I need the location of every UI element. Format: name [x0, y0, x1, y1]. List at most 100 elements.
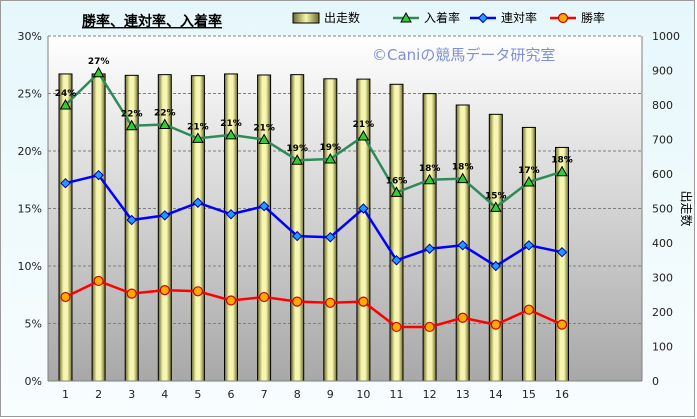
data-label-入着率-2: 27% [88, 57, 110, 67]
legend-label-入着率: 入着率 [424, 10, 460, 25]
x-tick-label: 5 [194, 388, 201, 401]
marker-勝率-2 [93, 275, 104, 287]
marker-勝率-11 [391, 321, 402, 333]
y-right-tick-label: 300 [652, 272, 673, 285]
x-tick-label: 9 [327, 388, 334, 401]
marker-連対率-15 [523, 240, 535, 251]
x-tick-label: 7 [261, 388, 268, 401]
marker-入着率-6 [225, 128, 237, 140]
x-tick-label: 3 [128, 388, 135, 401]
line-連対率 [65, 173, 563, 268]
y-right-tick-label: 900 [652, 65, 673, 78]
line-入着率 [64, 70, 563, 209]
bar-starts-11 [389, 83, 404, 382]
data-label-入着率-16: 18% [551, 156, 573, 166]
watermark: ©Caniの競馬データ研究室 [372, 46, 555, 64]
y-right-tick-label: 200 [652, 306, 673, 319]
data-label-入着率-7: 21% [253, 124, 275, 134]
marker-入着率-10 [357, 130, 370, 141]
marker-連対率-16 [556, 246, 568, 258]
marker-入着率-5 [192, 132, 204, 143]
marker-連対率-9 [325, 232, 336, 243]
marker-勝率-12 [424, 321, 435, 333]
marker-連対率-11 [391, 255, 402, 266]
bar-starts-7 [257, 74, 272, 382]
x-tick-label: 1 [62, 388, 69, 401]
marker-連対率-14 [490, 260, 502, 272]
marker-勝率-5 [192, 286, 203, 297]
bar-starts-9 [323, 78, 338, 382]
legend-marker-入着率 [400, 11, 412, 23]
marker-入着率-16 [556, 165, 568, 177]
marker-入着率-14 [489, 201, 502, 212]
data-label-入着率-11: 16% [386, 176, 408, 186]
marker-勝率-9 [325, 297, 336, 308]
y-left-tick-label: 25% [18, 88, 42, 101]
data-label-入着率-12: 18% [419, 164, 441, 174]
marker-連対率-12 [424, 243, 435, 254]
legend-marker-連対率 [477, 12, 489, 24]
y-left-tick-label: 20% [18, 145, 42, 158]
y-left-tick-label: 10% [18, 260, 42, 273]
y-right-tick-label: 1000 [652, 30, 680, 43]
legend: 出走数 入着率 連対率 勝率 [292, 10, 605, 25]
bar-starts-16 [555, 146, 569, 382]
y-right-tick-label: 800 [652, 99, 673, 112]
data-label-入着率-8: 19% [286, 144, 308, 154]
x-tick-label: 6 [228, 388, 235, 401]
marker-入着率-12 [423, 173, 436, 185]
marker-連対率-10 [358, 203, 369, 214]
marker-勝率-14 [490, 319, 501, 330]
marker-勝率-3 [126, 288, 137, 299]
data-label-入着率-10: 21% [353, 120, 375, 130]
x-tick-label: 15 [522, 388, 536, 401]
marker-入着率-4 [158, 118, 171, 130]
marker-連対率-1 [60, 177, 71, 189]
y-right-tick-label: 500 [652, 203, 673, 216]
marker-入着率-2 [92, 66, 105, 78]
line-series: 24% 27% 22% 22% 21% 21% 21% 19% 19% 21% 16% 18% 18% 1… [55, 57, 573, 333]
y-left-tick-label: 15% [18, 203, 42, 216]
marker-勝率-16 [556, 319, 568, 330]
marker-勝率-15 [523, 304, 535, 315]
marker-勝率-8 [292, 296, 303, 307]
bar-starts-8 [290, 74, 305, 382]
data-label-入着率-5: 21% [187, 122, 209, 132]
data-label-入着率-1: 24% [55, 89, 77, 99]
y-left-tick-label: 30% [18, 30, 42, 43]
marker-勝率-1 [60, 291, 71, 303]
y-right-tick-label: 100 [652, 341, 673, 354]
data-label-入着率-4: 22% [154, 109, 176, 119]
marker-連対率-8 [291, 230, 303, 242]
marker-入着率-1 [59, 98, 72, 110]
y-left-tick-label: 5% [25, 318, 42, 331]
marker-勝率-10 [358, 296, 369, 307]
x-tick-label: 14 [489, 388, 503, 401]
y-right-tick-label: 700 [652, 134, 673, 147]
y-right-tick-label: 600 [652, 168, 673, 181]
marker-入着率-13 [456, 172, 469, 184]
y-right-tick-label: 0 [652, 375, 659, 388]
marker-連対率-4 [159, 210, 171, 221]
chart-title: 勝率、連対率、入着率 [82, 13, 222, 30]
x-tick-label: 16 [555, 388, 569, 401]
bar-series-starts [58, 73, 569, 382]
data-label-入着率-9: 19% [320, 143, 342, 153]
y-right-axis-label: 出走数 [679, 190, 694, 226]
gridlines [48, 35, 642, 324]
marker-入着率-7 [258, 133, 270, 144]
x-tick-label: 8 [294, 388, 301, 401]
x-tick-label: 11 [390, 388, 404, 401]
x-tick-label: 13 [456, 388, 470, 401]
legend-swatch-出走数 [292, 12, 320, 24]
y-right-tick-label: 400 [652, 237, 673, 250]
marker-入着率-11 [390, 186, 403, 197]
marker-入着率-8 [291, 154, 304, 165]
marker-入着率-3 [125, 119, 138, 131]
x-tick-label: 2 [95, 388, 102, 401]
marker-勝率-7 [259, 291, 270, 303]
legend-label-連対率: 連対率 [501, 10, 537, 25]
legend-label-出走数: 出走数 [324, 10, 360, 25]
data-label-入着率-14: 15% [485, 191, 507, 201]
bar-starts-2 [91, 73, 106, 382]
